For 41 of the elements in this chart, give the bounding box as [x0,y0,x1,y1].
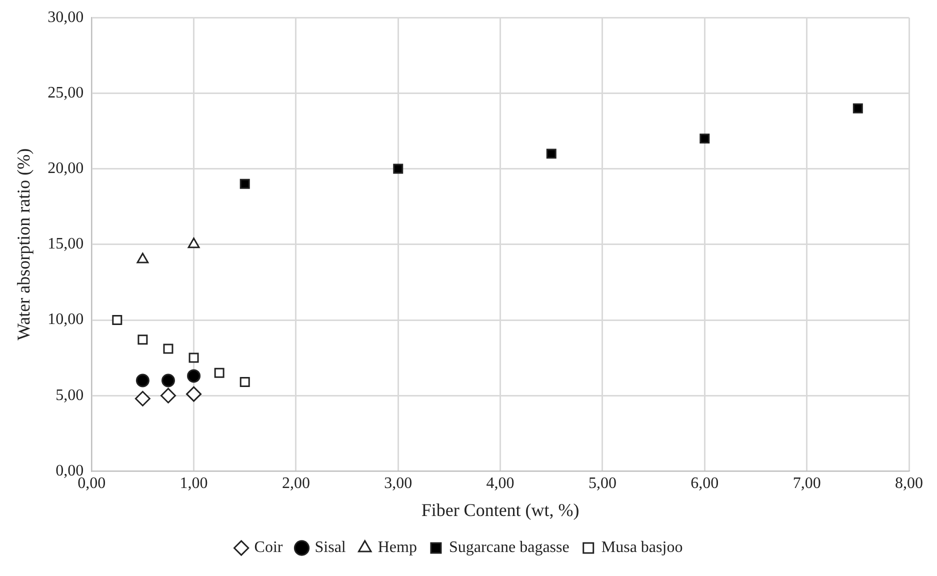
legend-label: Musa basjoo [601,539,683,556]
x-tick-label: 7,00 [792,475,821,492]
y-tick-label: 30,00 [48,8,84,26]
legend-label: Sugarcane bagasse [448,539,570,556]
point [136,252,149,264]
x-tick-label: 8,00 [895,475,923,492]
point [161,374,175,388]
point [188,238,200,248]
point [188,352,199,363]
x-tick-label: 6,00 [690,475,719,492]
y-tick-label: 20,00 [48,160,84,178]
point [163,344,174,354]
point [136,374,150,388]
x-tick-label: 0,00 [78,475,106,492]
y-tick-label: 5,00 [56,386,84,404]
point [700,134,710,144]
x-tick-label: 5,00 [588,475,616,492]
legend-label: Sisal [314,539,346,556]
x-tick-label: 2,00 [282,475,310,492]
point [187,369,201,383]
point [852,103,863,114]
x-tick-label: 1,00 [180,475,208,492]
point [160,388,176,404]
point [240,178,250,189]
y-tick-label: 10,00 [48,311,84,328]
point [186,386,202,402]
x-tick-label: 3,00 [384,475,412,492]
point [214,368,224,378]
y-axis-title: Water absorption ratio (%) [14,148,34,340]
legend-label: Hemp [378,539,417,556]
point [112,315,122,325]
x-axis-title: Fiber Content (wt, %) [421,500,580,520]
point [134,390,150,406]
y-tick-label: 25,00 [48,84,84,102]
legend-label: Coir [254,539,284,556]
x-tick-label: 4,00 [486,475,514,492]
point [546,148,556,159]
point [138,334,148,345]
point [240,377,250,387]
y-tick-label: 15,00 [48,236,84,253]
point [393,164,404,174]
